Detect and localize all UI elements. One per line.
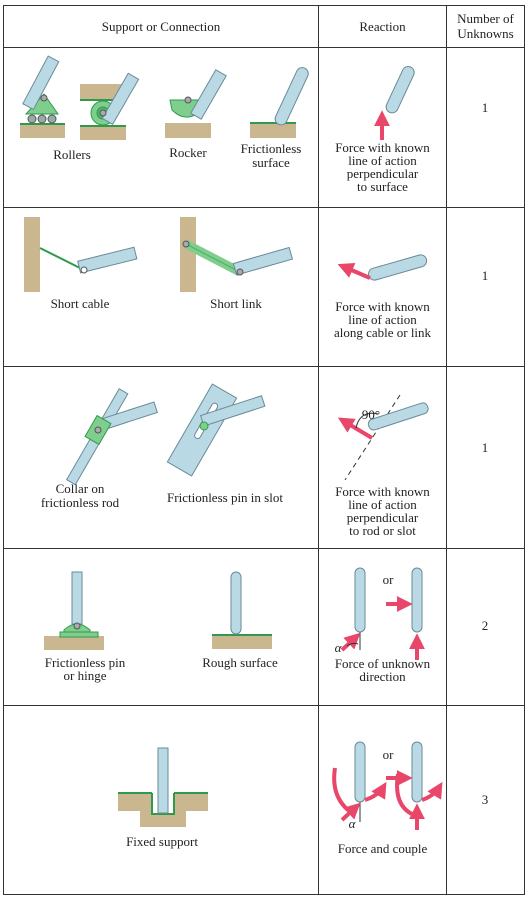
reaction-text-3c: perpendicular xyxy=(346,510,419,525)
unknowns-row-3: 1 xyxy=(481,440,489,455)
unknowns-row-1: 1 xyxy=(481,100,489,115)
rollers-illustration xyxy=(20,55,65,138)
alpha-label-row-5: α xyxy=(348,816,356,831)
label-surface: surface xyxy=(252,155,290,170)
reaction-text-3b: line of action xyxy=(348,497,417,512)
reaction-force-and-couple xyxy=(332,741,443,830)
reaction-along-link xyxy=(337,254,428,281)
or-label-row-4: or xyxy=(382,572,394,587)
label-short-link: Short link xyxy=(210,296,262,311)
rocker-illustration xyxy=(165,69,227,138)
unknowns-row-4: 2 xyxy=(481,618,489,633)
label-short-cable: Short cable xyxy=(50,296,110,311)
reaction-text-4a: Force of unknown xyxy=(334,656,431,671)
reaction-text-4b: direction xyxy=(359,669,406,684)
short-link-illustration xyxy=(180,217,294,292)
rough-surface-illustration xyxy=(212,571,272,649)
label-rocker: Rocker xyxy=(169,145,207,160)
reaction-text-3d: to rod or slot xyxy=(349,523,416,538)
header-reaction: Reaction xyxy=(359,19,406,34)
label-collar-on: Collar on xyxy=(55,481,105,496)
label-fixed-support: Fixed support xyxy=(126,834,198,849)
reaction-perpendicular-surface xyxy=(374,65,415,140)
frictionless-surface-illustration xyxy=(250,67,309,138)
reaction-perpendicular-rod xyxy=(337,394,429,481)
reaction-text-1d: to surface xyxy=(357,179,408,194)
label-rollers: Rollers xyxy=(53,147,91,162)
label-rough-surface: Rough surface xyxy=(202,655,278,670)
or-label-row-5: or xyxy=(382,747,394,762)
reaction-text-2a: Force with known xyxy=(335,299,430,314)
rollers-track-illustration xyxy=(80,72,140,140)
alpha-label-row-4: α xyxy=(334,640,342,655)
pin-in-slot-illustration xyxy=(166,383,266,477)
reaction-text-1b: line of action xyxy=(348,153,417,168)
header-unknowns-2: Unknowns xyxy=(457,26,514,41)
fixed-support-illustration xyxy=(118,747,208,827)
frictionless-pin-hinge-illustration xyxy=(44,571,104,650)
header-support: Support or Connection xyxy=(101,19,221,34)
reaction-text-2c: along cable or link xyxy=(333,325,432,340)
reaction-unknown-direction xyxy=(340,567,425,660)
unknowns-row-5: 3 xyxy=(481,792,489,807)
angle-90-label: 90° xyxy=(361,407,381,422)
reaction-text-3a: Force with known xyxy=(335,484,430,499)
reaction-text-1a: Force with known xyxy=(335,140,430,155)
short-cable-illustration xyxy=(24,217,138,292)
reaction-text-5a: Force and couple xyxy=(337,841,428,856)
reaction-text-2b: line of action xyxy=(348,312,417,327)
unknowns-row-2: 1 xyxy=(481,268,489,283)
label-frictionless-rod: frictionless rod xyxy=(40,495,120,510)
reaction-text-1c: perpendicular xyxy=(346,166,419,181)
table-grid xyxy=(3,5,525,895)
label-frictionless-pin: Frictionless pin xyxy=(44,655,126,670)
label-or-hinge: or hinge xyxy=(63,668,107,683)
label-pin-in-slot: Frictionless pin in slot xyxy=(167,490,283,505)
label-frictionless: Frictionless xyxy=(240,141,302,156)
collar-on-rod-illustration xyxy=(65,388,159,486)
header-unknowns-1: Number of xyxy=(457,11,514,26)
